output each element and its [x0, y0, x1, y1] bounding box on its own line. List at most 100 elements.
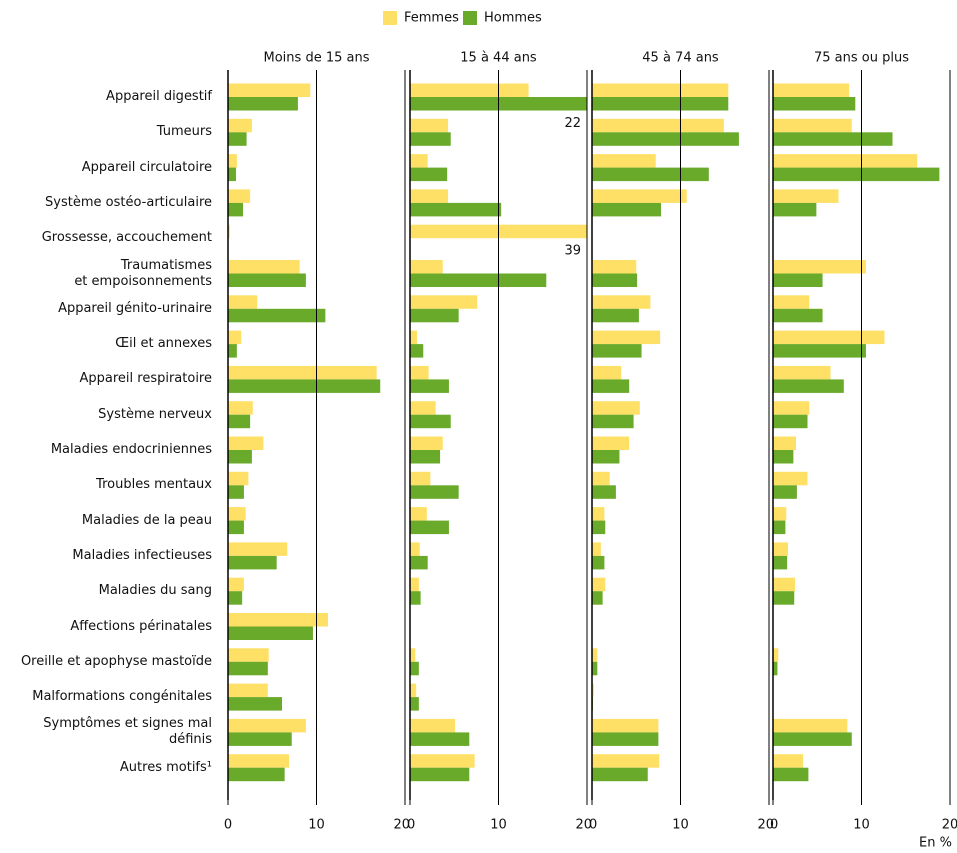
bar [773, 718, 848, 733]
bar [773, 330, 885, 345]
bar [773, 754, 804, 768]
panel-title: 75 ans ou plus [814, 51, 909, 66]
bar [773, 507, 787, 521]
x-tick-label: 10 [853, 818, 870, 833]
category-label: Système nerveux [98, 406, 212, 422]
category-label: Système ostéo-articulaire [45, 194, 212, 210]
bar [410, 295, 478, 309]
bar [592, 732, 659, 746]
x-tick-label: 10 [672, 818, 689, 833]
bar [773, 260, 866, 274]
bar [773, 414, 808, 429]
x-tick-label: 10 [490, 818, 507, 833]
bar [410, 379, 449, 393]
bar [228, 273, 306, 287]
category-label: Maladies endocriniennes [50, 442, 212, 457]
bar [592, 273, 638, 287]
bar [773, 485, 797, 499]
bar [410, 697, 419, 711]
legend-label: Hommes [484, 11, 542, 26]
bar [228, 718, 306, 733]
category-label: Appareil circulatoire [81, 159, 212, 175]
bar [410, 132, 451, 146]
bar [410, 767, 470, 782]
bar [228, 401, 253, 415]
bar [410, 308, 459, 323]
x-tick-label: 20 [757, 818, 774, 833]
bar [592, 414, 634, 429]
bar [228, 167, 236, 182]
bar [410, 507, 427, 521]
bar [592, 520, 606, 535]
bar [592, 295, 651, 309]
bar [773, 555, 788, 570]
bar [773, 132, 893, 146]
bar [592, 260, 637, 274]
bar [592, 436, 630, 450]
bar [592, 471, 610, 486]
category-label: Traumatismes et empoisonnements [74, 257, 212, 289]
category-label: Maladies de la peau [81, 512, 212, 528]
panel-title: 15 à 44 ans [460, 51, 537, 66]
bar [228, 591, 243, 605]
bar [228, 330, 242, 345]
bar [592, 330, 661, 345]
bar [773, 118, 852, 133]
bar [410, 365, 429, 380]
bar [228, 308, 326, 323]
bar [410, 189, 449, 203]
bar [592, 308, 639, 323]
bar [228, 436, 264, 450]
category-label: Tumeurs [156, 124, 212, 140]
bar [410, 154, 428, 168]
category-label: Oreille et apophyse mastoïde [20, 653, 212, 669]
bar [592, 189, 687, 203]
bar [592, 555, 605, 570]
bar [410, 718, 456, 733]
bar [228, 697, 282, 711]
bar [592, 154, 656, 168]
bar [228, 414, 251, 429]
bar [228, 542, 288, 556]
bar [410, 471, 431, 486]
bar [228, 471, 249, 486]
bar [228, 295, 258, 309]
category-label: Œil et annexes [115, 336, 212, 352]
bar [773, 167, 940, 182]
bar [773, 154, 918, 168]
bar [410, 273, 547, 287]
bar [592, 132, 739, 146]
bar [228, 613, 329, 627]
bar [228, 224, 230, 239]
bar [592, 718, 659, 733]
bar [773, 661, 778, 676]
bar [773, 767, 809, 782]
bar [773, 542, 789, 556]
bar [228, 507, 246, 521]
x-tick-label: 0 [407, 818, 415, 833]
category-label: Autres motifs¹ [119, 759, 212, 775]
bar [592, 450, 620, 464]
bar [773, 273, 823, 287]
bar [592, 379, 630, 393]
bar [228, 520, 244, 535]
bar [773, 732, 852, 746]
bar [410, 683, 417, 698]
bar [228, 732, 292, 746]
legend-label: Femmes [404, 11, 459, 26]
bar [592, 591, 603, 605]
category-label: Appareil génito-urinaire [58, 300, 212, 316]
bar [592, 97, 729, 111]
category-label: Appareil digestif [106, 89, 212, 104]
bar [410, 648, 416, 662]
category-label: Symptômes et signes mal définis [43, 716, 212, 748]
bar [592, 83, 729, 97]
bar [773, 436, 797, 450]
bar [410, 224, 587, 239]
bar [410, 260, 443, 274]
bar [592, 767, 648, 782]
category-label: Appareil respiratoire [79, 371, 212, 387]
bar [228, 577, 244, 592]
